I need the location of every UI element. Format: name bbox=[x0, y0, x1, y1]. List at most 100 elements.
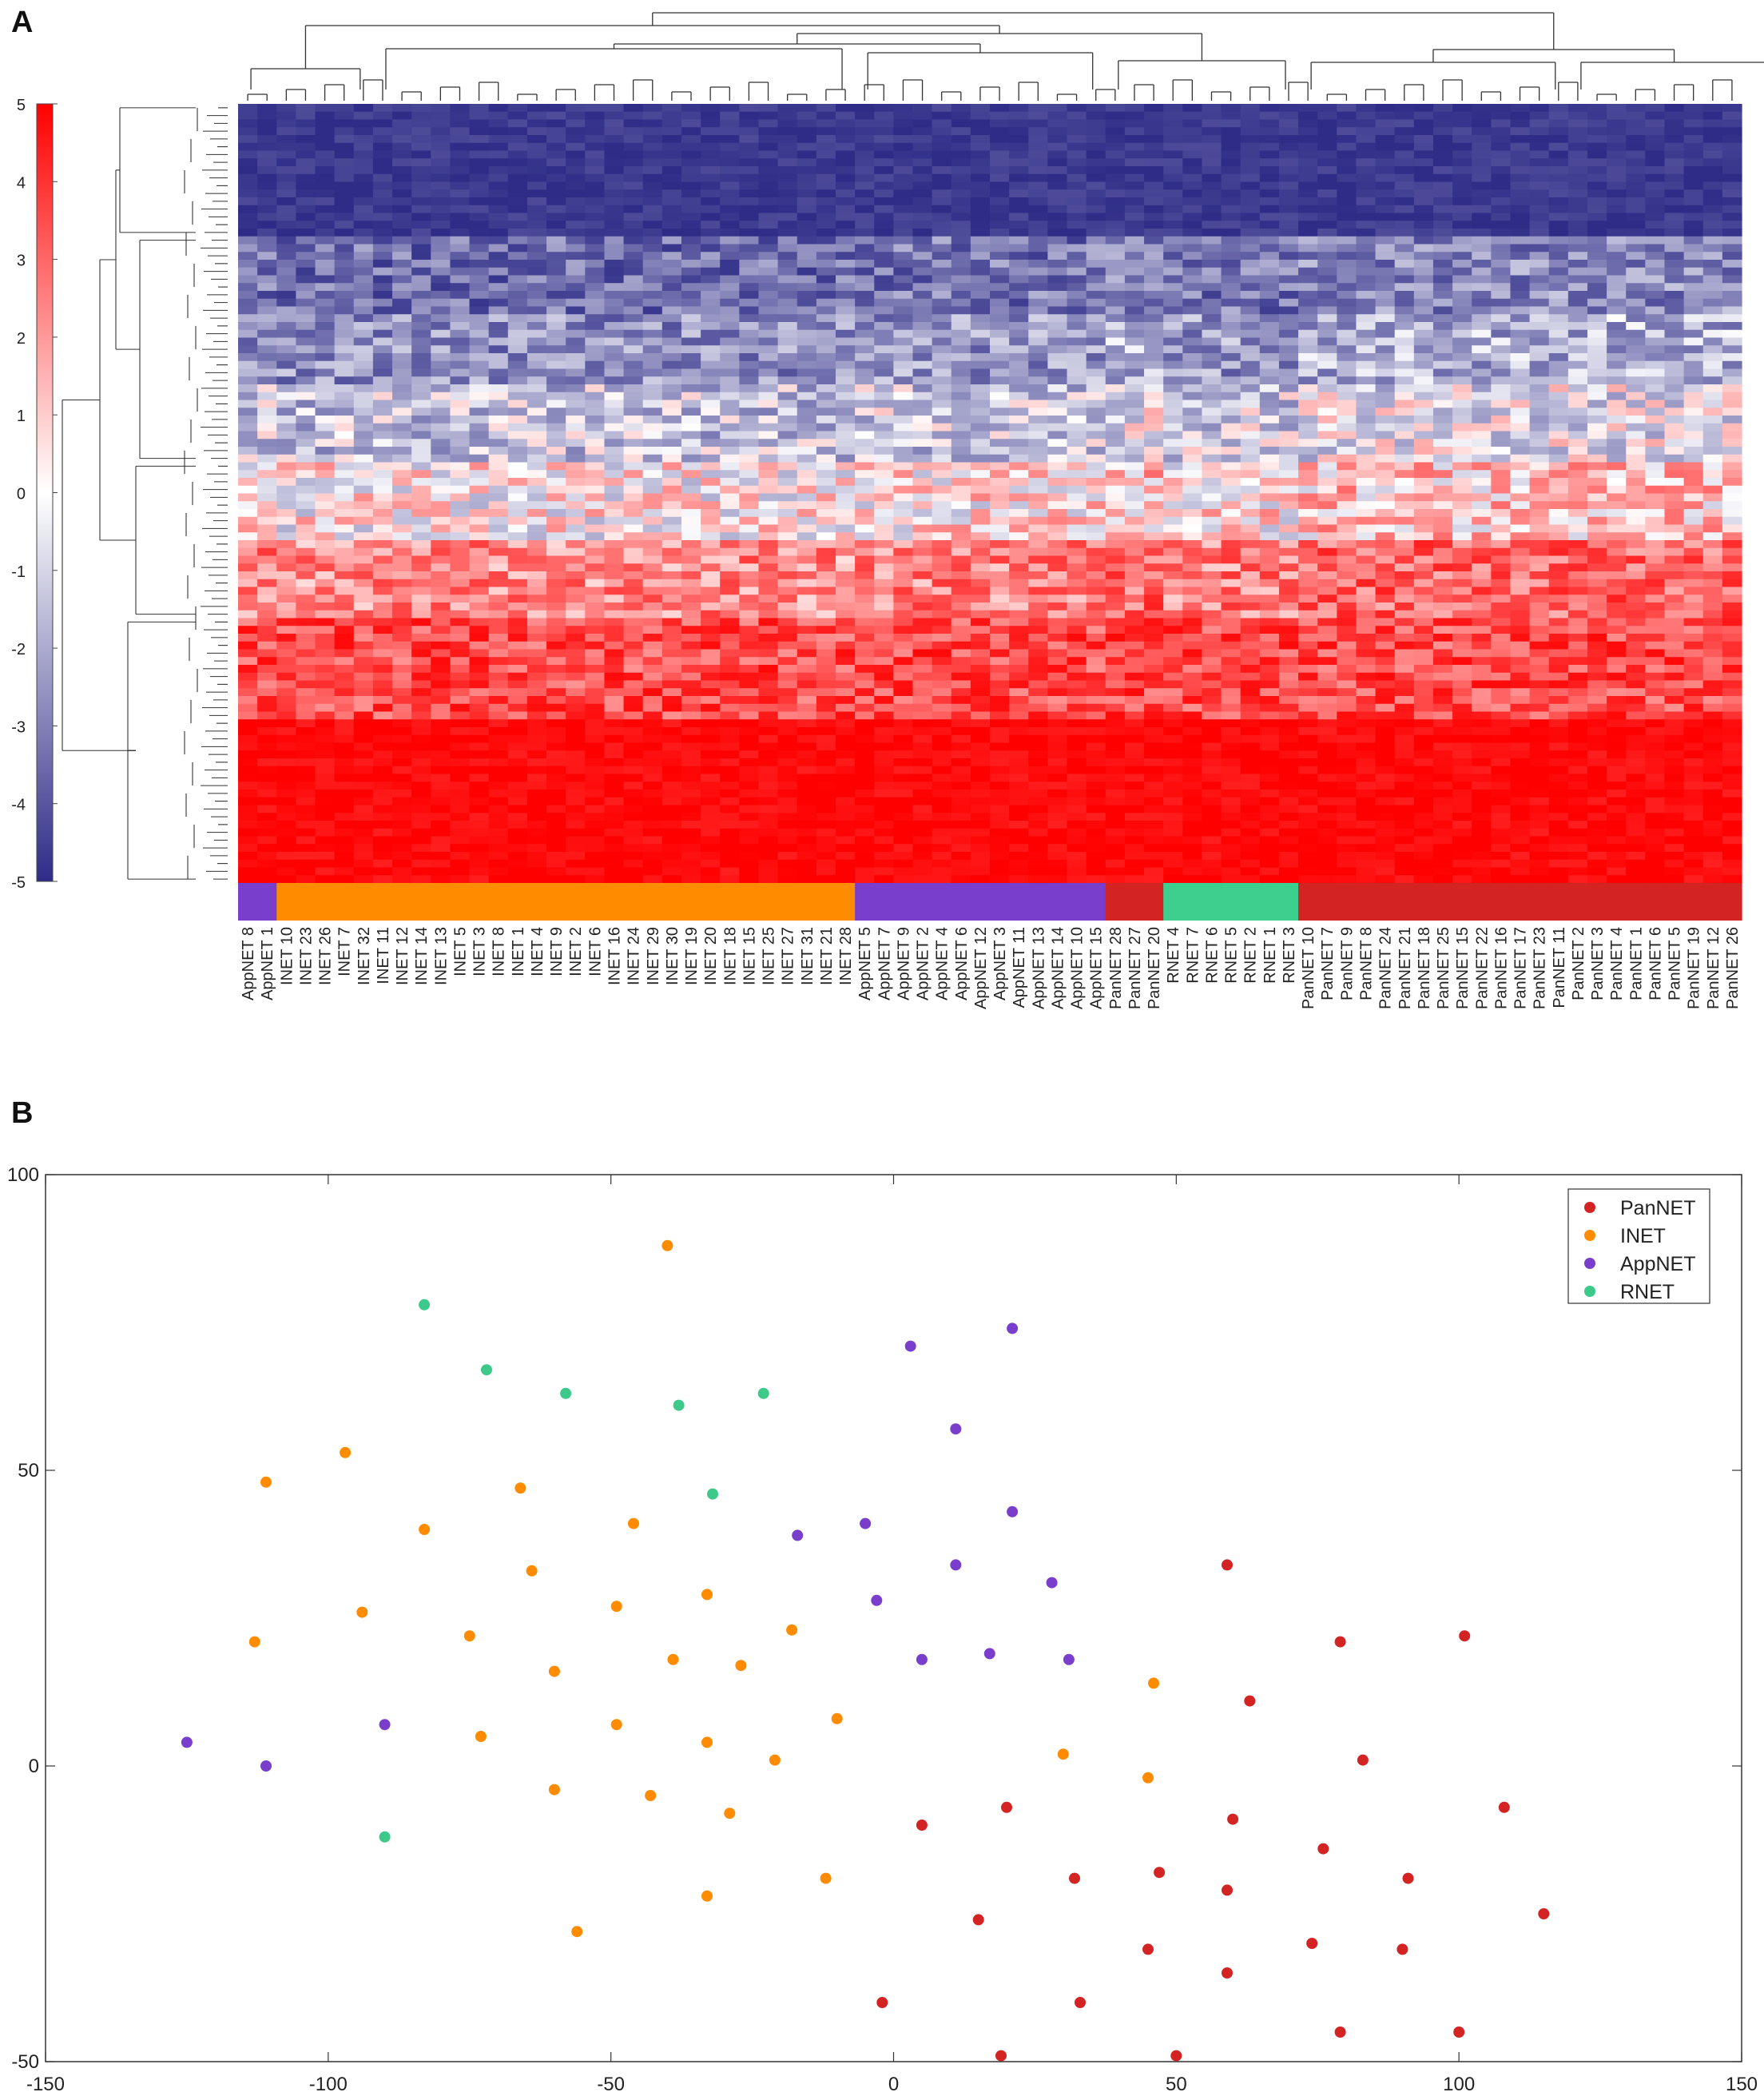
heatmap-cell bbox=[1086, 283, 1106, 292]
heatmap-cell bbox=[257, 104, 277, 113]
heatmap-cell bbox=[816, 166, 836, 175]
heatmap-cell bbox=[1567, 376, 1588, 385]
heatmap-cell bbox=[681, 501, 701, 510]
heatmap-cell bbox=[720, 337, 740, 346]
heatmap-cell bbox=[372, 516, 393, 526]
heatmap-cell bbox=[431, 392, 451, 401]
heatmap-cell bbox=[1337, 205, 1357, 214]
heatmap-cell bbox=[720, 267, 740, 276]
heatmap-cell bbox=[1683, 416, 1704, 424]
heatmap-cell bbox=[990, 416, 1010, 424]
heatmap-cell bbox=[546, 306, 566, 315]
heatmap-cell bbox=[874, 213, 894, 221]
heatmap-cell bbox=[1472, 142, 1492, 152]
heatmap-cell bbox=[585, 213, 606, 221]
colorbar-tick-label: 5 bbox=[17, 97, 26, 114]
heatmap-cell bbox=[739, 501, 760, 510]
heatmap-cell bbox=[777, 353, 798, 362]
heatmap-cell bbox=[469, 493, 490, 502]
heatmap-cell bbox=[1548, 337, 1569, 346]
heatmap-cell bbox=[1028, 516, 1048, 526]
heatmap-cell bbox=[1472, 547, 1492, 557]
heatmap-cell bbox=[507, 478, 528, 487]
heatmap-cell bbox=[585, 291, 606, 300]
heatmap-cell bbox=[1278, 337, 1299, 346]
heatmap-cell bbox=[1240, 127, 1261, 136]
heatmap-cell bbox=[276, 431, 296, 439]
heatmap-cell bbox=[353, 260, 374, 268]
heatmap-cell bbox=[566, 205, 586, 214]
heatmap-cell bbox=[411, 322, 431, 331]
heatmap-cell bbox=[372, 563, 393, 572]
heatmap-cell bbox=[777, 252, 798, 261]
heatmap-cell bbox=[662, 360, 682, 370]
heatmap-cell bbox=[835, 127, 856, 136]
heatmap-cell bbox=[1491, 555, 1512, 564]
heatmap-cell bbox=[1394, 400, 1415, 408]
heatmap-cell bbox=[990, 384, 1010, 393]
heatmap-cell bbox=[392, 213, 412, 221]
heatmap-cell bbox=[469, 252, 490, 261]
heatmap-cell bbox=[276, 213, 296, 221]
heatmap-cell bbox=[315, 478, 336, 487]
heatmap-cell bbox=[276, 244, 296, 253]
heatmap-cell bbox=[353, 166, 374, 175]
heatmap-cell bbox=[642, 197, 663, 206]
heatmap-cell bbox=[1202, 111, 1222, 121]
heatmap-cell bbox=[758, 353, 779, 362]
heatmap-cell bbox=[1529, 298, 1550, 308]
heatmap-cell bbox=[488, 267, 509, 276]
heatmap-cell bbox=[296, 306, 316, 315]
heatmap-cell bbox=[1722, 416, 1742, 424]
heatmap-cell bbox=[1626, 244, 1646, 253]
heatmap-cell bbox=[912, 135, 933, 144]
heatmap-cell bbox=[1337, 353, 1357, 362]
heatmap-cell bbox=[681, 298, 701, 308]
heatmap-cell bbox=[296, 360, 316, 370]
heatmap-cell bbox=[1009, 275, 1029, 284]
heatmap-cell bbox=[334, 376, 355, 385]
heatmap-cell bbox=[1009, 291, 1029, 300]
heatmap-cell bbox=[1722, 298, 1742, 308]
heatmap-cell bbox=[1375, 439, 1396, 447]
heatmap-cell bbox=[1163, 275, 1183, 284]
heatmap-cell bbox=[296, 119, 316, 128]
heatmap-cell bbox=[1298, 329, 1318, 339]
heatmap-cell bbox=[411, 111, 431, 121]
heatmap-cell bbox=[990, 439, 1010, 447]
heatmap-cell bbox=[1163, 416, 1183, 424]
heatmap-cell bbox=[1645, 213, 1666, 221]
heatmap-cell bbox=[276, 260, 296, 268]
heatmap-cell bbox=[353, 322, 374, 331]
heatmap-cell bbox=[642, 353, 663, 362]
heatmap-cell bbox=[1394, 337, 1415, 346]
heatmap-cell bbox=[1009, 173, 1029, 183]
heatmap-cell bbox=[334, 213, 355, 221]
heatmap-cell bbox=[912, 416, 933, 424]
heatmap-cell bbox=[392, 173, 412, 183]
heatmap-cell bbox=[1375, 142, 1396, 152]
heatmap-cell bbox=[1722, 111, 1742, 121]
heatmap-cell bbox=[566, 447, 586, 455]
heatmap-cell bbox=[1472, 485, 1492, 495]
heatmap-cell bbox=[990, 229, 1010, 237]
heatmap-cell bbox=[1202, 501, 1222, 510]
heatmap-cell bbox=[662, 532, 682, 541]
heatmap-cell bbox=[1626, 213, 1646, 221]
heatmap-cell bbox=[507, 462, 528, 471]
heatmap-cell bbox=[604, 244, 625, 253]
heatmap-cell bbox=[1432, 189, 1453, 198]
heatmap-cell bbox=[1259, 516, 1280, 526]
heatmap-cell bbox=[1240, 493, 1261, 502]
heatmap-cell bbox=[1240, 158, 1261, 167]
heatmap-cell bbox=[488, 329, 509, 339]
heatmap-cell bbox=[932, 135, 952, 144]
heatmap-cell bbox=[970, 213, 991, 221]
heatmap-cell bbox=[1472, 416, 1492, 424]
heatmap-cell bbox=[623, 236, 644, 245]
heatmap-cell bbox=[1375, 540, 1396, 549]
heatmap-cell bbox=[855, 119, 875, 128]
heatmap-cell bbox=[1548, 509, 1569, 518]
heatmap-cell bbox=[296, 329, 316, 339]
heatmap-cell bbox=[642, 337, 663, 346]
